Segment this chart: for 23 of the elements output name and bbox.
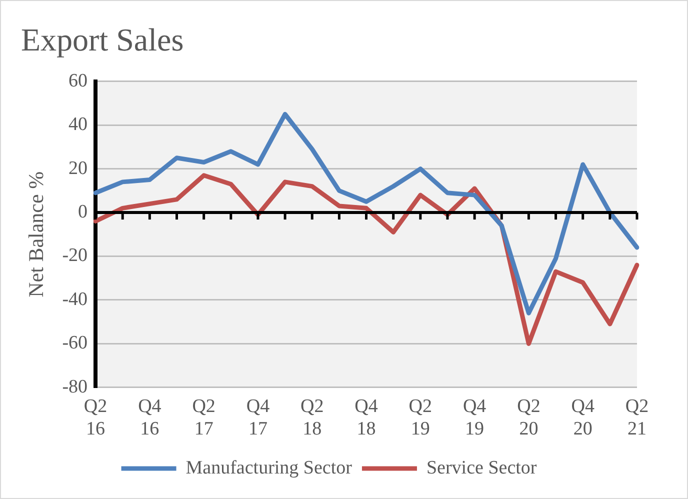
x-tick-label: Q2 16 [84, 396, 108, 440]
y-tick-label: -60 [62, 332, 88, 354]
x-tick-label: Q4 18 [354, 396, 378, 440]
x-tick-label: Q2 18 [300, 396, 324, 440]
x-tick-label: Q2 20 [517, 396, 540, 440]
legend-label: Service Sector [426, 457, 538, 478]
x-tick-label: Q4 16 [138, 396, 162, 440]
x-tick-label: Q4 19 [462, 396, 487, 440]
x-tick-label: Q4 17 [246, 396, 270, 440]
y-tick-label: -20 [62, 245, 88, 266]
chart-title: Export Sales [21, 22, 184, 58]
x-tick-label: Q2 17 [192, 396, 216, 440]
y-tick-label: -40 [62, 288, 88, 310]
x-tick-label: Q4 20 [571, 396, 595, 440]
y-tick-label: 40 [68, 114, 88, 136]
x-tick-label: Q2 19 [408, 396, 432, 440]
x-tick-label: Q2 21 [625, 396, 649, 440]
y-tick-label: 0 [78, 202, 88, 223]
y-tick-label: 20 [68, 158, 88, 179]
y-tick-label: 60 [68, 70, 88, 92]
y-tick-label: -80 [62, 376, 88, 398]
y-axis-title: Net Balance % [24, 171, 48, 298]
legend-label: Manufacturing Sector [186, 457, 353, 478]
